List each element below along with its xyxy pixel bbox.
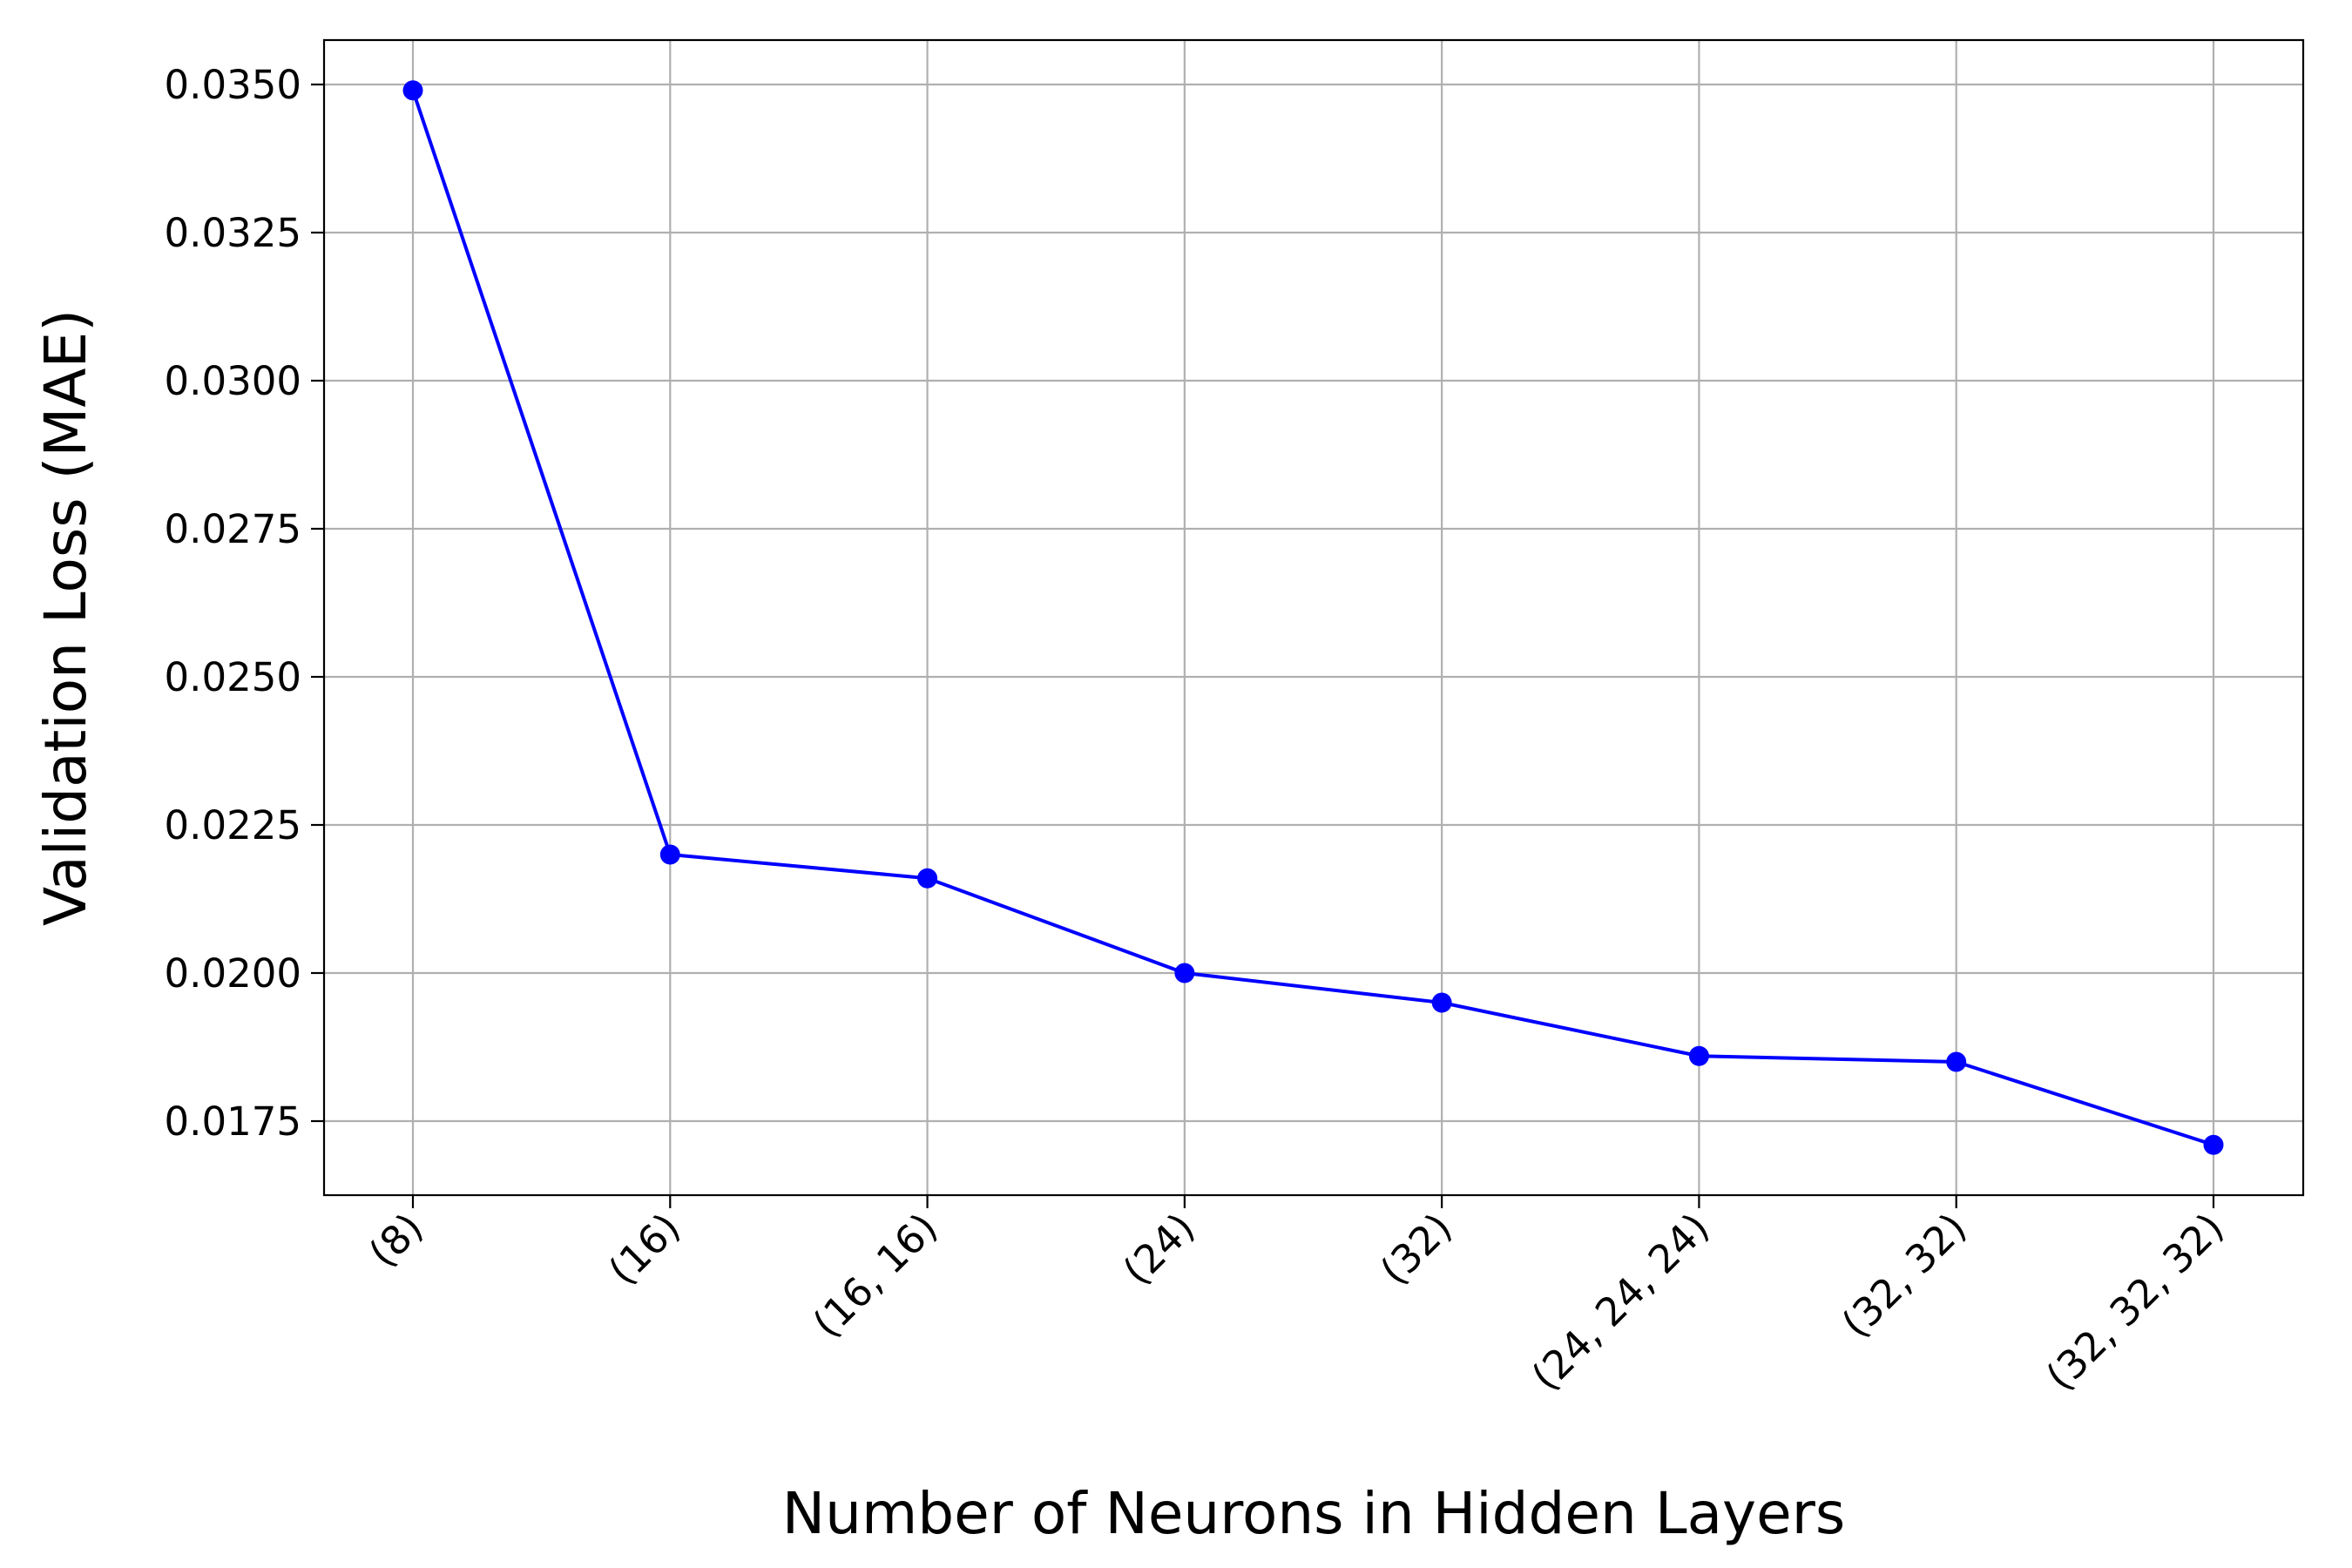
data-point xyxy=(1688,1045,1709,1066)
x-axis-title: Number of Neurons in Hidden Layers xyxy=(782,1480,1845,1547)
ticks: (8) (16) (16, 16) (24) (32) (24, 24, 24) (32, … xyxy=(165,62,2233,1400)
x-tick-label: (24, 24, 24) xyxy=(1523,1204,1718,1399)
data-point xyxy=(1174,963,1195,983)
y-tick-label: 0.0250 xyxy=(165,654,301,700)
x-tick-label: (32, 32, 32) xyxy=(2038,1204,2233,1399)
data-point xyxy=(1431,992,1452,1013)
y-tick-label: 0.0325 xyxy=(165,210,301,256)
y-tick-label: 0.0175 xyxy=(165,1098,301,1145)
data-point xyxy=(402,80,423,101)
data-point xyxy=(2203,1134,2224,1155)
x-tick-label: (24) xyxy=(1114,1204,1204,1294)
series-line xyxy=(411,90,2214,1147)
y-tick-label: 0.0300 xyxy=(165,358,301,404)
y-tick-label: 0.0275 xyxy=(165,506,301,552)
y-axis-title: Validation Loss (MAE) xyxy=(32,309,99,926)
x-tick-label: (16, 16) xyxy=(804,1204,947,1347)
data-point xyxy=(659,844,680,865)
x-tick-label: (32, 32) xyxy=(1833,1204,1976,1347)
data-point xyxy=(1946,1051,1967,1072)
grid xyxy=(324,40,2303,1195)
x-tick-label: (32) xyxy=(1371,1204,1461,1294)
y-tick-label: 0.0350 xyxy=(165,62,301,108)
y-tick-label: 0.0200 xyxy=(165,950,301,997)
x-tick-label: (16) xyxy=(599,1204,689,1294)
y-tick-label: 0.0225 xyxy=(165,802,301,848)
x-tick-label: (8) xyxy=(360,1204,432,1276)
series xyxy=(402,80,2224,1155)
data-point xyxy=(917,868,938,889)
plot-frame xyxy=(322,38,2305,1197)
